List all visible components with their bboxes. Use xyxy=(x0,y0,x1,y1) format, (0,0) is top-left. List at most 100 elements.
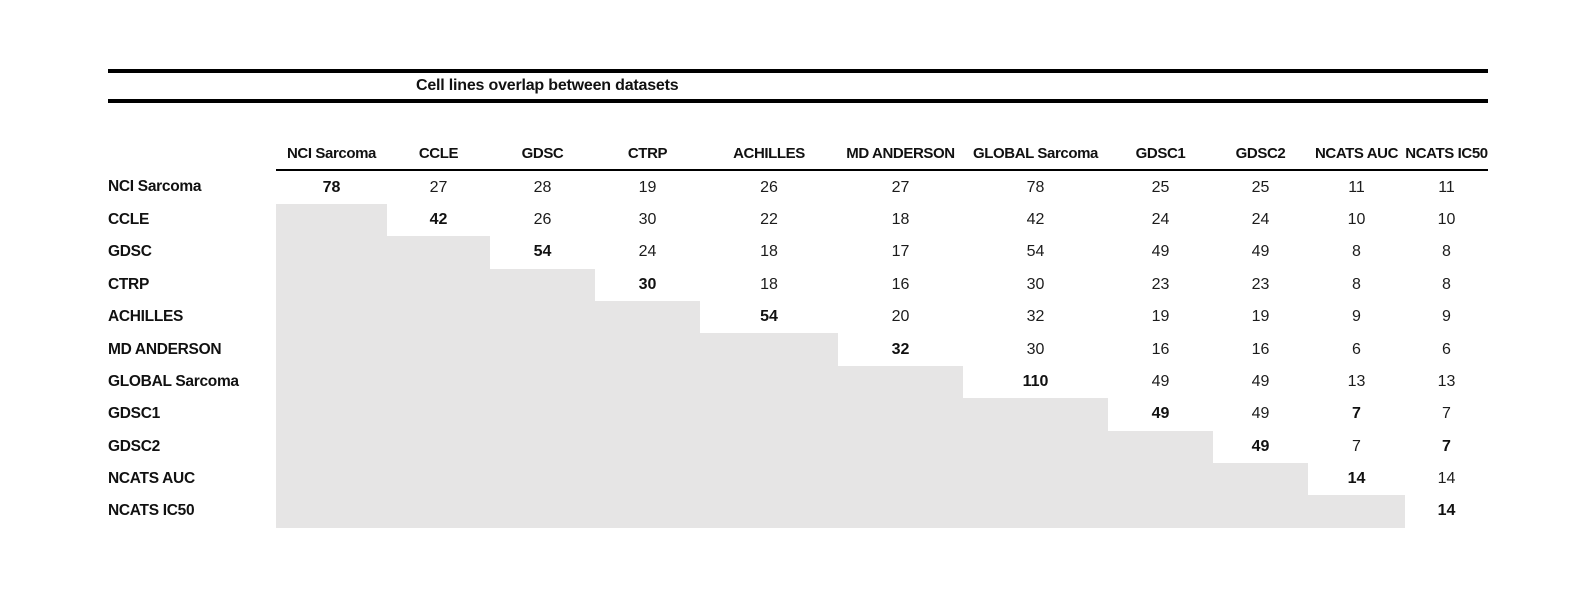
matrix-cell: 19 xyxy=(1251,308,1270,326)
column-header: NCATS AUC xyxy=(1308,137,1405,172)
matrix-cell: 49 xyxy=(1151,405,1170,423)
table-row: GDSC 54 24 18 17 54 49 49 8 8 xyxy=(108,236,1488,269)
row-label: ACHILLES xyxy=(108,308,184,326)
matrix-cell xyxy=(387,365,490,399)
matrix-cell: 17 xyxy=(891,243,910,261)
matrix-cell: 23 xyxy=(1251,275,1270,293)
matrix-cell: 49 xyxy=(1151,243,1170,261)
matrix-cell xyxy=(276,268,387,301)
matrix-cell: 7 xyxy=(1442,437,1451,455)
row-label: GDSC1 xyxy=(108,405,160,423)
matrix-cell: 24 xyxy=(638,243,657,261)
matrix-cell xyxy=(276,495,387,528)
matrix-cell: 8 xyxy=(1442,275,1451,293)
matrix-cell: 16 xyxy=(1151,340,1170,358)
overlap-table-figure: Cell lines overlap between datasets NCI … xyxy=(108,69,1488,528)
matrix-cell: 42 xyxy=(429,210,448,228)
matrix-cell xyxy=(276,300,387,334)
matrix-cell: 8 xyxy=(1352,275,1361,293)
table-row: CTRP 30 18 16 30 23 23 8 8 xyxy=(108,268,1488,301)
matrix-cell xyxy=(387,333,490,366)
matrix-cell xyxy=(700,398,838,431)
row-label: NCATS IC50 xyxy=(108,502,195,520)
matrix-cell: 16 xyxy=(891,275,910,293)
matrix-cell: 30 xyxy=(1026,340,1045,358)
matrix-cell: 19 xyxy=(638,178,657,196)
matrix-cell xyxy=(1213,462,1308,496)
matrix-cell xyxy=(276,203,387,237)
matrix-cell xyxy=(595,300,700,334)
matrix-cell: 54 xyxy=(533,243,552,261)
column-header: GDSC2 xyxy=(1213,137,1308,172)
top-rule xyxy=(108,69,1488,73)
matrix-cell xyxy=(595,398,700,431)
matrix-cell xyxy=(595,430,700,463)
matrix-cell xyxy=(276,462,387,496)
matrix-cell: 18 xyxy=(891,210,910,228)
table-row: MD ANDERSON 32 30 16 16 6 6 xyxy=(108,333,1488,366)
table-row: GDSC1 49 49 7 7 xyxy=(108,398,1488,431)
table-row: GLOBAL Sarcoma 110 49 49 13 13 xyxy=(108,365,1488,399)
matrix-cell: 8 xyxy=(1352,243,1361,261)
matrix-cell xyxy=(276,365,387,399)
matrix-cell xyxy=(700,462,838,496)
matrix-cell: 14 xyxy=(1437,502,1456,520)
matrix-cell xyxy=(387,300,490,334)
matrix-cell: 24 xyxy=(1151,210,1170,228)
matrix-cell xyxy=(700,365,838,399)
matrix-cell xyxy=(595,495,700,528)
matrix-cell: 14 xyxy=(1437,470,1456,488)
matrix-cell: 54 xyxy=(1026,243,1045,261)
matrix-cell: 26 xyxy=(533,210,552,228)
matrix-cell: 24 xyxy=(1251,210,1270,228)
matrix-cell: 13 xyxy=(1437,372,1456,390)
matrix-cell: 42 xyxy=(1026,210,1045,228)
matrix-cell: 18 xyxy=(760,275,778,293)
matrix-cell: 9 xyxy=(1352,308,1361,326)
matrix-cell xyxy=(387,495,490,528)
matrix-cell: 27 xyxy=(429,178,448,196)
matrix-cell xyxy=(490,333,595,366)
matrix-cell xyxy=(963,398,1108,431)
matrix-cell: 7 xyxy=(1442,405,1451,423)
matrix-cell: 78 xyxy=(322,178,341,196)
matrix-cell xyxy=(490,300,595,334)
matrix-cell xyxy=(700,333,838,366)
table-row: NCATS IC50 14 xyxy=(108,495,1488,528)
matrix-cell: 49 xyxy=(1251,437,1270,455)
matrix-cell: 25 xyxy=(1251,178,1270,196)
table-head: NCI Sarcoma CCLE GDSC CTRP ACHILLES MD ANDERS… xyxy=(108,137,1488,172)
matrix-cell: 10 xyxy=(1437,210,1456,228)
matrix-cell xyxy=(387,236,490,269)
matrix-cell xyxy=(963,430,1108,463)
row-label: GDSC xyxy=(108,243,152,261)
matrix-cell xyxy=(387,398,490,431)
corner-cell xyxy=(108,137,276,170)
matrix-cell: 19 xyxy=(1151,308,1170,326)
matrix-cell: 32 xyxy=(891,340,910,358)
matrix-cell xyxy=(387,462,490,496)
matrix-cell xyxy=(276,398,387,431)
matrix-cell xyxy=(595,333,700,366)
column-header: GDSC xyxy=(490,137,595,172)
column-header: ACHILLES xyxy=(700,137,838,172)
matrix-cell xyxy=(700,430,838,463)
matrix-cell xyxy=(276,430,387,463)
matrix-cell xyxy=(838,398,963,431)
matrix-cell xyxy=(490,365,595,399)
matrix-cell: 11 xyxy=(1438,178,1455,196)
column-header: GDSC1 xyxy=(1108,137,1213,172)
matrix-cell xyxy=(1108,495,1213,528)
column-header: MD ANDERSON xyxy=(838,137,963,172)
matrix-cell xyxy=(1308,495,1405,528)
matrix-cell: 22 xyxy=(760,210,778,228)
table-title: Cell lines overlap between datasets xyxy=(416,77,679,94)
overlap-table: NCI Sarcoma CCLE GDSC CTRP ACHILLES MD ANDERS… xyxy=(108,137,1488,528)
row-label: CCLE xyxy=(108,210,149,228)
matrix-cell xyxy=(490,398,595,431)
matrix-cell: 10 xyxy=(1347,210,1366,228)
matrix-cell xyxy=(387,430,490,463)
matrix-cell: 49 xyxy=(1251,372,1270,390)
matrix-cell: 49 xyxy=(1251,405,1270,423)
table-row: NCATS AUC 14 14 xyxy=(108,462,1488,496)
